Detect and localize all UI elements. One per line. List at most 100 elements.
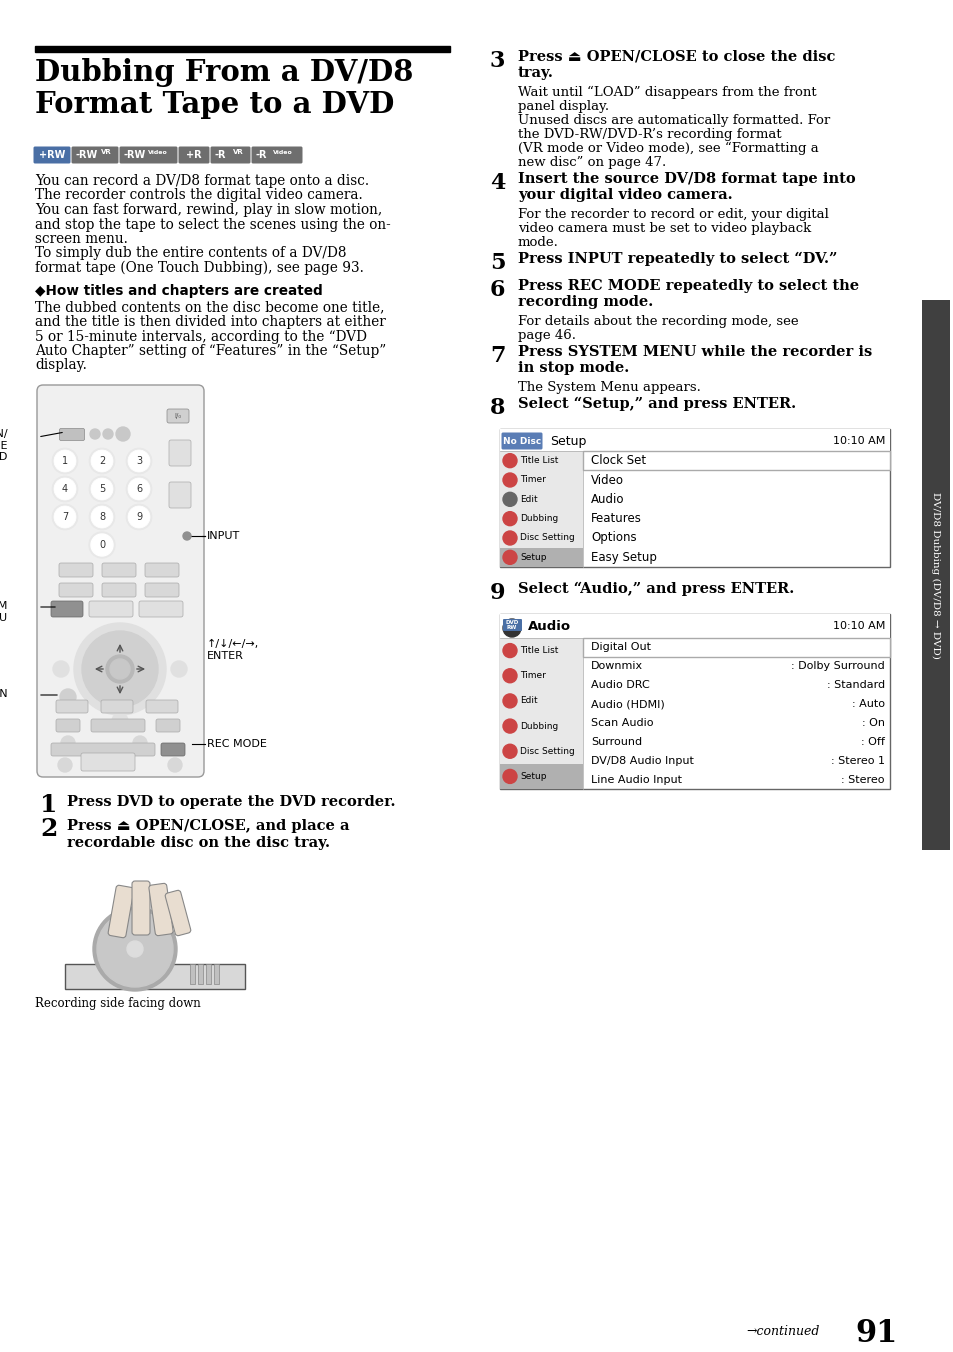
FancyBboxPatch shape [149, 883, 172, 936]
Text: -RW: -RW [76, 150, 98, 160]
FancyBboxPatch shape [132, 882, 150, 936]
Text: Timer: Timer [519, 476, 545, 484]
Text: Scan Audio: Scan Audio [590, 718, 653, 727]
FancyBboxPatch shape [169, 439, 191, 466]
Circle shape [103, 429, 112, 439]
Circle shape [128, 506, 150, 529]
Text: -R: -R [214, 150, 226, 160]
Circle shape [116, 427, 130, 441]
FancyBboxPatch shape [71, 146, 118, 164]
Circle shape [112, 713, 128, 729]
Text: -R: -R [255, 150, 267, 160]
FancyBboxPatch shape [33, 146, 71, 164]
Circle shape [60, 690, 76, 704]
Circle shape [52, 504, 78, 530]
FancyBboxPatch shape [139, 602, 183, 617]
Text: : Stereo 1: : Stereo 1 [830, 756, 884, 765]
Text: 3: 3 [490, 50, 505, 72]
FancyBboxPatch shape [81, 753, 135, 771]
FancyBboxPatch shape [102, 583, 136, 598]
Circle shape [183, 531, 191, 539]
FancyBboxPatch shape [145, 562, 179, 577]
Circle shape [128, 450, 150, 472]
Circle shape [74, 623, 166, 715]
Circle shape [91, 534, 112, 556]
Text: The dubbed contents on the disc become one title,: The dubbed contents on the disc become o… [35, 300, 384, 315]
Bar [213, 964, 219, 984]
Text: 5: 5 [490, 251, 505, 274]
Text: 8: 8 [490, 397, 505, 419]
Text: Video: Video [590, 473, 623, 487]
Text: Press DVD to operate the DVD recorder.: Press DVD to operate the DVD recorder. [67, 795, 395, 808]
Text: Press INPUT repeatedly to select “DV.”: Press INPUT repeatedly to select “DV.” [517, 251, 837, 266]
Text: 2: 2 [99, 456, 105, 466]
Text: 0: 0 [99, 539, 105, 550]
Text: 6: 6 [135, 484, 142, 493]
Text: The System Menu appears.: The System Menu appears. [517, 381, 700, 393]
Text: 7: 7 [62, 512, 68, 522]
FancyBboxPatch shape [101, 700, 132, 713]
Circle shape [126, 476, 152, 502]
Text: VR: VR [233, 149, 244, 155]
Text: Setup: Setup [519, 772, 546, 781]
Circle shape [502, 492, 517, 507]
Bar [921, 300, 949, 850]
Bar [582, 452, 889, 470]
FancyBboxPatch shape [169, 483, 191, 508]
Text: I/₀: I/₀ [174, 412, 181, 419]
FancyBboxPatch shape [501, 433, 542, 449]
Circle shape [54, 506, 76, 529]
Text: 10:10 AM: 10:10 AM [832, 435, 884, 446]
Text: 1: 1 [62, 456, 68, 466]
FancyBboxPatch shape [211, 146, 251, 164]
Text: page 46.: page 46. [517, 329, 576, 342]
Text: Line Audio Input: Line Audio Input [590, 775, 681, 784]
Text: ⏏ OPEN/
CLOSE
DVD: ⏏ OPEN/ CLOSE DVD [0, 429, 8, 462]
Text: : Auto: : Auto [851, 699, 884, 708]
FancyBboxPatch shape [59, 583, 92, 598]
Text: and the title is then divided into chapters at either: and the title is then divided into chapt… [35, 315, 385, 329]
Circle shape [52, 448, 78, 475]
FancyBboxPatch shape [161, 744, 185, 756]
FancyBboxPatch shape [37, 385, 204, 777]
Text: ◆How titles and chapters are created: ◆How titles and chapters are created [35, 284, 322, 297]
FancyBboxPatch shape [165, 890, 191, 936]
FancyBboxPatch shape [156, 719, 180, 731]
Circle shape [502, 744, 517, 758]
Bar [198, 964, 203, 984]
Text: Downmix: Downmix [590, 661, 642, 672]
Text: format tape (One Touch Dubbing), see page 93.: format tape (One Touch Dubbing), see pag… [35, 261, 363, 276]
Circle shape [54, 479, 76, 500]
Text: Audio: Audio [527, 619, 571, 633]
Text: Surround: Surround [590, 737, 641, 746]
Text: : Dolby Surround: : Dolby Surround [790, 661, 884, 672]
Text: Dubbing From a DV/D8
Format Tape to a DVD: Dubbing From a DV/D8 Format Tape to a DV… [35, 58, 413, 119]
Text: 4: 4 [62, 484, 68, 493]
Text: Unused discs are automatically formatted. For: Unused discs are automatically formatted… [517, 114, 829, 127]
Circle shape [168, 758, 182, 772]
Text: You can record a DV/D8 format tape onto a disc.: You can record a DV/D8 format tape onto … [35, 174, 369, 188]
Text: Select “Setup,” and press ENTER.: Select “Setup,” and press ENTER. [517, 397, 796, 411]
Circle shape [502, 694, 517, 708]
Text: 9: 9 [490, 581, 505, 604]
Text: 2: 2 [40, 817, 57, 841]
Text: Dubbing: Dubbing [519, 514, 558, 523]
Text: Easy Setup: Easy Setup [590, 550, 657, 564]
Text: Wait until “LOAD” disappears from the front: Wait until “LOAD” disappears from the fr… [517, 87, 816, 99]
Text: Audio (HDMI): Audio (HDMI) [590, 699, 664, 708]
Text: and stop the tape to select the scenes using the on-: and stop the tape to select the scenes u… [35, 218, 391, 231]
Text: 1: 1 [40, 794, 57, 817]
FancyBboxPatch shape [56, 700, 88, 713]
FancyBboxPatch shape [108, 886, 133, 938]
Text: 5: 5 [99, 484, 105, 493]
Circle shape [502, 473, 517, 487]
Circle shape [53, 661, 69, 677]
Text: VR: VR [101, 149, 112, 155]
FancyBboxPatch shape [119, 146, 177, 164]
FancyBboxPatch shape [146, 700, 178, 713]
Text: 4: 4 [490, 172, 505, 193]
Circle shape [106, 654, 133, 683]
Bar [499, 452, 582, 566]
FancyBboxPatch shape [89, 602, 132, 617]
Circle shape [97, 911, 172, 987]
